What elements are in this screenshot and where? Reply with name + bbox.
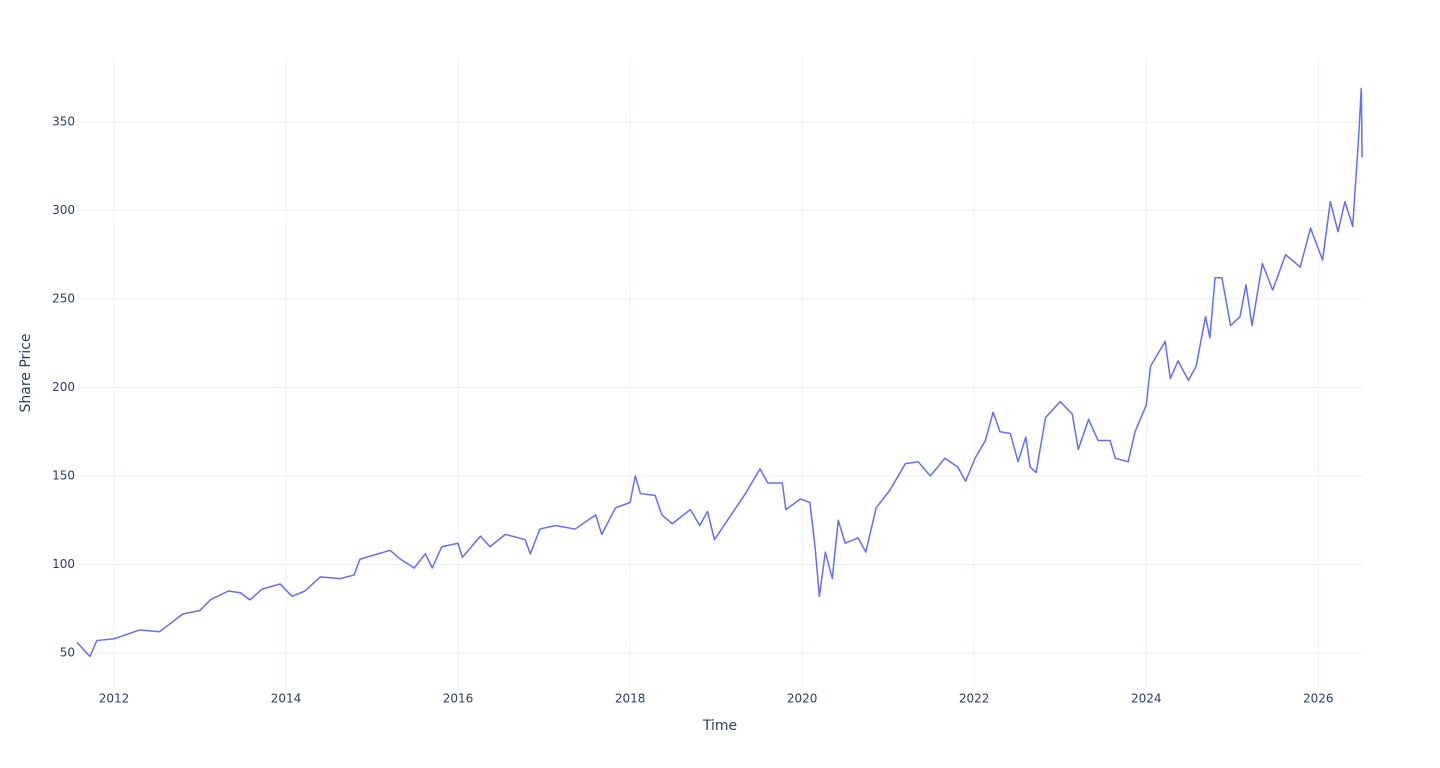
y-tick-label: 350 [52,114,75,128]
x-tick-label: 2012 [99,692,130,706]
price-line [76,87,1363,658]
y-axis-title: Share Price [18,333,34,412]
y-tick-label: 250 [52,291,75,305]
y-tick-label: 300 [52,203,75,217]
x-tick-label: 2024 [1131,692,1162,706]
x-tick-label: 2022 [959,692,990,706]
y-tick-label: 50 [60,645,75,659]
x-tick-label: 2020 [787,692,818,706]
x-tick-label: 2016 [443,692,474,706]
y-tick-label: 200 [52,380,75,394]
y-tick-label: 150 [52,468,75,482]
x-tick-label: 2026 [1303,692,1334,706]
x-tick-label: 2018 [615,692,646,706]
x-axis-title: Time [702,718,737,734]
x-tick-label: 2014 [271,692,302,706]
y-tick-label: 100 [52,557,75,571]
